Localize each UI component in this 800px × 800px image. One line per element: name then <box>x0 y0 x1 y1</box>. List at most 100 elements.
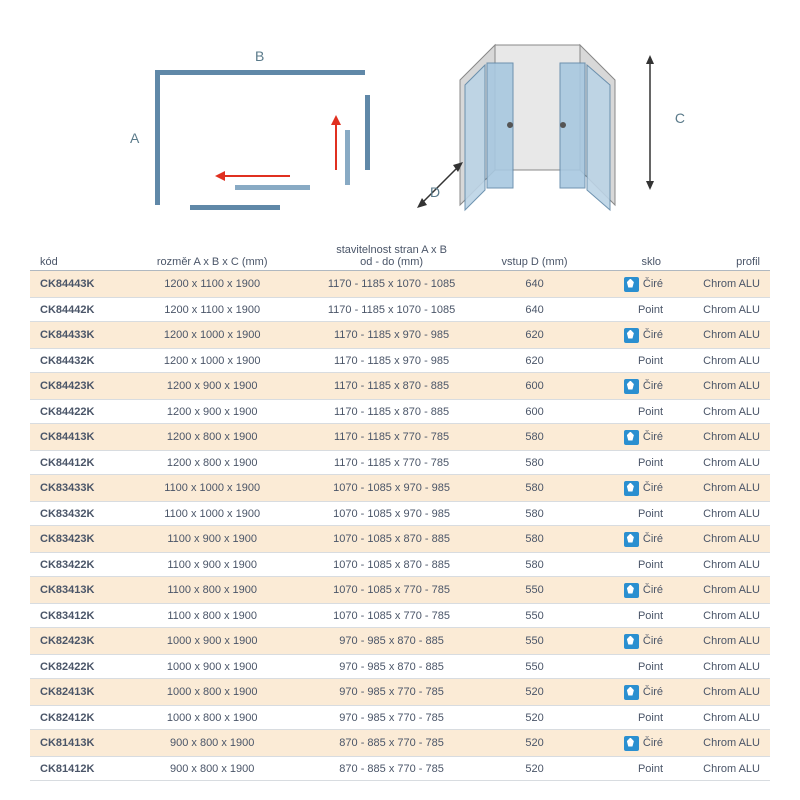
cell-adj: 1070 - 1085 x 870 - 885 <box>293 553 489 577</box>
cell-adj: 970 - 985 x 770 - 785 <box>293 706 489 730</box>
easyclean-icon <box>624 430 639 445</box>
cell-entry: 550 <box>490 655 580 679</box>
cell-kod: CK83413K <box>30 577 131 604</box>
cell-adj: 1070 - 1085 x 970 - 985 <box>293 475 489 502</box>
table-row: CK84413K1200 x 800 x 19001170 - 1185 x 7… <box>30 424 770 451</box>
cell-adj: 1170 - 1185 x 970 - 985 <box>293 349 489 373</box>
cell-entry: 580 <box>490 424 580 451</box>
cell-dim: 1000 x 800 x 1900 <box>131 679 294 706</box>
cell-adj: 870 - 885 x 770 - 785 <box>293 757 489 781</box>
cell-entry: 580 <box>490 553 580 577</box>
cell-entry: 580 <box>490 502 580 526</box>
cell-glass: Čiré <box>579 475 669 502</box>
arrow-left-icon <box>215 169 290 183</box>
cell-kod: CK84413K <box>30 424 131 451</box>
easyclean-icon <box>624 379 639 394</box>
cell-adj: 970 - 985 x 770 - 785 <box>293 679 489 706</box>
table-row: CK84443K1200 x 1100 x 19001170 - 1185 x … <box>30 271 770 298</box>
table-row: CK83412K1100 x 800 x 19001070 - 1085 x 7… <box>30 604 770 628</box>
cell-adj: 1070 - 1085 x 970 - 985 <box>293 502 489 526</box>
arrow-up-icon <box>329 115 343 170</box>
easyclean-icon <box>624 685 639 700</box>
table-body: CK84443K1200 x 1100 x 19001170 - 1185 x … <box>30 271 770 781</box>
cell-dim: 1200 x 1100 x 1900 <box>131 271 294 298</box>
cell-dim: 1100 x 800 x 1900 <box>131 604 294 628</box>
cell-dim: 1200 x 900 x 1900 <box>131 373 294 400</box>
cell-kod: CK81413K <box>30 730 131 757</box>
cell-profil: Chrom ALU <box>669 271 770 298</box>
cell-profil: Chrom ALU <box>669 451 770 475</box>
cell-entry: 550 <box>490 604 580 628</box>
cell-dim: 1000 x 800 x 1900 <box>131 706 294 730</box>
cell-kod: CK82412K <box>30 706 131 730</box>
table-row: CK83432K1100 x 1000 x 19001070 - 1085 x … <box>30 502 770 526</box>
cell-profil: Chrom ALU <box>669 400 770 424</box>
cell-glass: Čiré <box>579 730 669 757</box>
table-header-row: kód rozměr A x B x C (mm) stavitelnost s… <box>30 238 770 271</box>
cell-kod: CK83423K <box>30 526 131 553</box>
shower-enclosure-icon <box>405 30 685 220</box>
cell-profil: Chrom ALU <box>669 298 770 322</box>
header-adj: stavitelnost stran A x B od - do (mm) <box>293 238 489 271</box>
table-row: CK84422K1200 x 900 x 19001170 - 1185 x 8… <box>30 400 770 424</box>
cell-adj: 1070 - 1085 x 770 - 785 <box>293 604 489 628</box>
cell-dim: 1100 x 900 x 1900 <box>131 526 294 553</box>
cell-profil: Chrom ALU <box>669 526 770 553</box>
easyclean-icon <box>624 481 639 496</box>
header-profil: profil <box>669 238 770 271</box>
cell-dim: 1200 x 800 x 1900 <box>131 424 294 451</box>
plan-rect <box>155 70 365 205</box>
table-row: CK82412K1000 x 800 x 1900970 - 985 x 770… <box>30 706 770 730</box>
cell-entry: 550 <box>490 628 580 655</box>
cell-adj: 1170 - 1185 x 1070 - 1085 <box>293 271 489 298</box>
isometric-view-diagram: C D <box>405 30 685 220</box>
table-row: CK84433K1200 x 1000 x 19001170 - 1185 x … <box>30 322 770 349</box>
cell-dim: 1000 x 900 x 1900 <box>131 628 294 655</box>
cell-profil: Chrom ALU <box>669 604 770 628</box>
cell-entry: 640 <box>490 298 580 322</box>
table-row: CK83422K1100 x 900 x 19001070 - 1085 x 8… <box>30 553 770 577</box>
cell-dim: 1200 x 1100 x 1900 <box>131 298 294 322</box>
cell-glass: Point <box>579 400 669 424</box>
cell-glass: Čiré <box>579 373 669 400</box>
cell-dim: 1200 x 900 x 1900 <box>131 400 294 424</box>
cell-entry: 600 <box>490 400 580 424</box>
cell-glass: Čiré <box>579 679 669 706</box>
cell-entry: 520 <box>490 706 580 730</box>
cell-profil: Chrom ALU <box>669 424 770 451</box>
cell-adj: 1070 - 1085 x 870 - 885 <box>293 526 489 553</box>
easyclean-icon <box>624 328 639 343</box>
cell-profil: Chrom ALU <box>669 349 770 373</box>
cell-glass: Point <box>579 706 669 730</box>
cell-kod: CK84423K <box>30 373 131 400</box>
table-row: CK83413K1100 x 800 x 19001070 - 1085 x 7… <box>30 577 770 604</box>
cell-dim: 1200 x 1000 x 1900 <box>131 349 294 373</box>
cell-profil: Chrom ALU <box>669 553 770 577</box>
cell-kod: CK84443K <box>30 271 131 298</box>
cell-glass: Čiré <box>579 424 669 451</box>
easyclean-icon <box>624 634 639 649</box>
label-c: C <box>675 110 685 126</box>
cell-adj: 1170 - 1185 x 770 - 785 <box>293 451 489 475</box>
diagram-area: A B C D <box>30 20 770 230</box>
header-entry: vstup D (mm) <box>490 238 580 271</box>
cell-profil: Chrom ALU <box>669 502 770 526</box>
table-row: CK81413K900 x 800 x 1900870 - 885 x 770 … <box>30 730 770 757</box>
cell-profil: Chrom ALU <box>669 475 770 502</box>
cell-entry: 580 <box>490 451 580 475</box>
cell-glass: Čiré <box>579 271 669 298</box>
cell-glass: Čiré <box>579 577 669 604</box>
cell-kod: CK83422K <box>30 553 131 577</box>
cell-glass: Čiré <box>579 526 669 553</box>
cell-glass: Point <box>579 553 669 577</box>
cell-glass: Čiré <box>579 628 669 655</box>
table-row: CK81412K900 x 800 x 1900870 - 885 x 770 … <box>30 757 770 781</box>
cell-glass: Point <box>579 604 669 628</box>
easyclean-icon <box>624 532 639 547</box>
table-row: CK83423K1100 x 900 x 19001070 - 1085 x 8… <box>30 526 770 553</box>
cell-glass: Point <box>579 298 669 322</box>
plan-view-diagram: A B <box>115 40 375 210</box>
table-row: CK82423K1000 x 900 x 1900970 - 985 x 870… <box>30 628 770 655</box>
cell-kod: CK84442K <box>30 298 131 322</box>
table-row: CK84442K1200 x 1100 x 19001170 - 1185 x … <box>30 298 770 322</box>
